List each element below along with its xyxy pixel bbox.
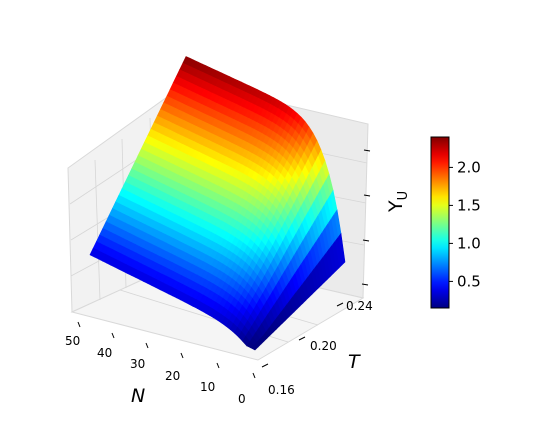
colorbar-gradient	[430, 136, 450, 309]
x-tick-label: 40	[97, 346, 112, 360]
svg-text:YU: YU	[385, 191, 411, 213]
y-tick-marks	[261, 302, 344, 368]
x-tick-label: 50	[65, 334, 80, 348]
x-tick-label: 0	[238, 392, 246, 406]
colorbar: 0.5 1.0 1.5 2.0	[430, 136, 481, 309]
y-tick-label: 0.20	[310, 339, 337, 353]
x-tick-marks	[77, 321, 256, 379]
z-axis-label-main: Y	[385, 200, 407, 213]
colorbar-tick-label: 1.5	[457, 196, 481, 214]
x-axis-label: N	[131, 385, 145, 407]
surface-mesh	[89, 56, 346, 351]
y-axis-ticks: 0.16 0.20 0.24	[268, 299, 373, 397]
colorbar-ticks: 0.5 1.0 1.5 2.0	[449, 158, 481, 290]
y-tick-label: 0.24	[346, 299, 373, 313]
surface-facet	[250, 344, 259, 351]
y-tick-label: 0.16	[268, 383, 295, 397]
z-axis-label: YU	[385, 191, 411, 213]
y-axis-label: T	[348, 351, 361, 373]
x-tick-label: 10	[200, 380, 215, 394]
x-axis-ticks: 50 40 30 20 10 0	[65, 334, 246, 406]
x-tick-label: 20	[165, 369, 180, 383]
x-tick-label: 30	[130, 357, 145, 371]
z-tick-marks	[361, 149, 371, 286]
colorbar-tick-label: 0.5	[457, 272, 481, 290]
z-axis-label-subscript: U	[396, 191, 411, 201]
colorbar-tick-label: 1.0	[457, 234, 481, 252]
colorbar-tick-label: 2.0	[457, 158, 481, 176]
